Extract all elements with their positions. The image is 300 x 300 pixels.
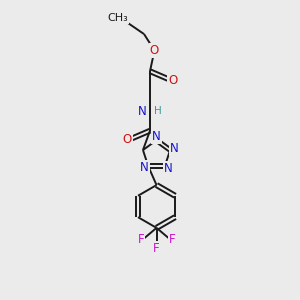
Text: O: O xyxy=(168,74,178,87)
Text: N: N xyxy=(164,162,173,175)
Text: F: F xyxy=(169,233,175,246)
Text: F: F xyxy=(138,233,144,246)
Text: N: N xyxy=(137,105,146,118)
Text: O: O xyxy=(122,133,132,146)
Text: H: H xyxy=(154,106,162,116)
Text: N: N xyxy=(152,130,161,143)
Text: CH₃: CH₃ xyxy=(107,13,128,23)
Text: N: N xyxy=(140,161,149,174)
Text: N: N xyxy=(170,142,178,155)
Text: O: O xyxy=(150,44,159,57)
Text: F: F xyxy=(153,242,160,255)
